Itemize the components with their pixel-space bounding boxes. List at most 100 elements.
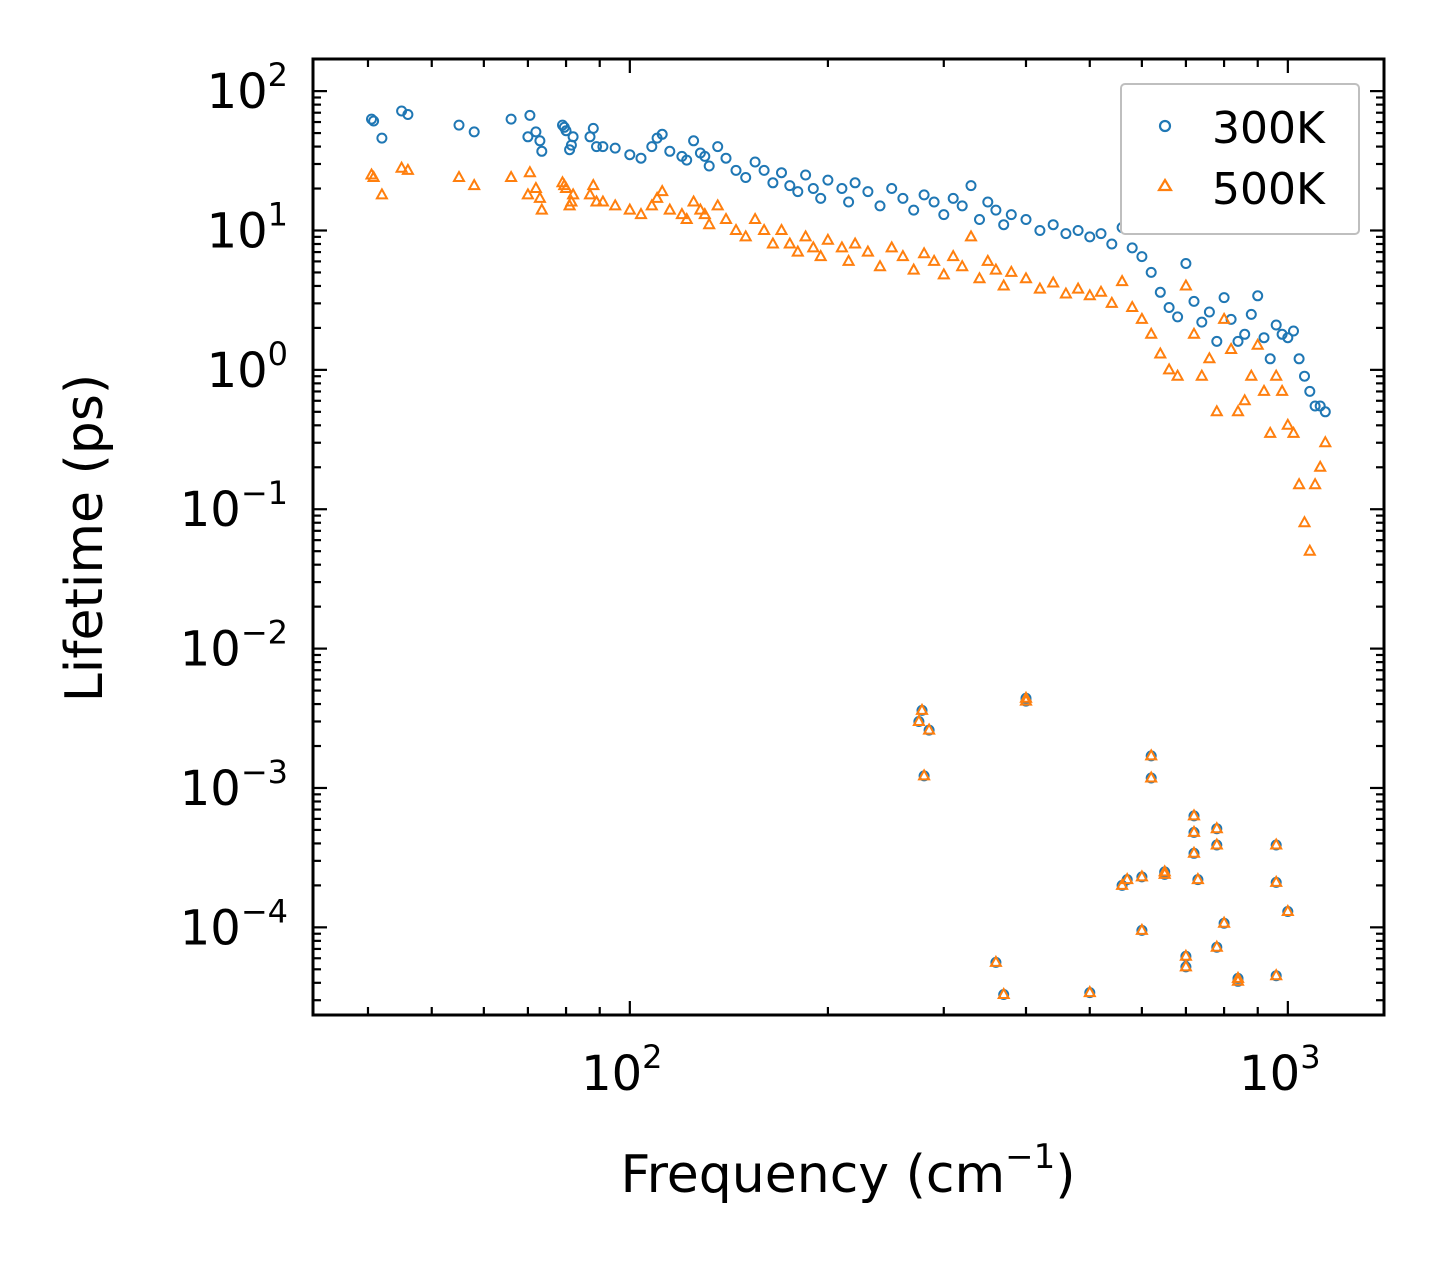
point-300k bbox=[1005, 209, 1017, 221]
legend-marker-300k bbox=[1158, 119, 1172, 133]
point-500k bbox=[394, 160, 409, 173]
point-500k bbox=[739, 229, 753, 242]
point-500k bbox=[1318, 435, 1332, 448]
point-500k bbox=[1297, 515, 1312, 528]
point-300k bbox=[807, 183, 819, 194]
point-500k bbox=[1094, 284, 1108, 297]
point-500k bbox=[1004, 264, 1018, 277]
point-500k bbox=[1286, 425, 1301, 438]
point-500k bbox=[798, 229, 813, 242]
legend-label-500k: 500K bbox=[1212, 164, 1326, 215]
point-300k bbox=[1282, 332, 1294, 344]
point-500k bbox=[1281, 417, 1295, 430]
point-500k bbox=[1224, 341, 1238, 354]
point-500k bbox=[467, 178, 481, 191]
point-300k bbox=[1203, 306, 1215, 318]
point-500k bbox=[1195, 368, 1209, 381]
point-500k bbox=[583, 187, 597, 200]
point-500k bbox=[1308, 477, 1322, 490]
point-300k bbox=[1154, 286, 1166, 298]
point-500k bbox=[521, 187, 535, 200]
point-300k bbox=[886, 183, 898, 194]
legend: 300K 500K bbox=[1120, 83, 1360, 235]
point-300k bbox=[1258, 332, 1270, 344]
point-500k bbox=[702, 217, 716, 230]
y-tick-label: 10−2 bbox=[180, 614, 288, 678]
plot-frame bbox=[311, 57, 1386, 1017]
point-500k bbox=[1187, 824, 1201, 837]
point-300k bbox=[1020, 214, 1032, 225]
point-300k bbox=[740, 172, 752, 183]
y-tick-label: 101 bbox=[207, 195, 288, 259]
point-300k bbox=[938, 209, 950, 221]
point-500k bbox=[634, 207, 648, 220]
legend-marker-500k bbox=[1157, 177, 1173, 192]
point-300k bbox=[656, 128, 668, 140]
point-300k bbox=[776, 167, 787, 179]
legend-label-300k: 300K bbox=[1212, 103, 1326, 154]
point-500k bbox=[729, 222, 743, 235]
point-300k bbox=[635, 152, 647, 164]
point-300k bbox=[567, 131, 579, 143]
point-300k bbox=[862, 186, 874, 198]
point-500k bbox=[675, 207, 689, 220]
point-500k bbox=[586, 178, 600, 191]
point-300k bbox=[990, 204, 1002, 216]
point-500k bbox=[401, 162, 415, 175]
point-500k bbox=[912, 713, 926, 726]
point-300k bbox=[1034, 225, 1046, 236]
point-300k bbox=[453, 119, 465, 131]
series-300k bbox=[366, 105, 1331, 1000]
point-500k bbox=[663, 202, 677, 215]
point-500k bbox=[1313, 459, 1327, 472]
point-300k bbox=[703, 160, 715, 172]
point-500k bbox=[748, 211, 762, 224]
point-300k bbox=[366, 113, 377, 125]
point-500k bbox=[1019, 690, 1033, 703]
point-300k bbox=[998, 219, 1010, 231]
point-500k bbox=[1083, 288, 1097, 301]
point-500k bbox=[981, 253, 995, 266]
point-500k bbox=[645, 198, 659, 211]
point-300k bbox=[1145, 266, 1157, 278]
point-500k bbox=[1217, 311, 1231, 324]
point-300k bbox=[609, 142, 621, 154]
point-500k bbox=[1144, 326, 1158, 339]
point-500k bbox=[1083, 985, 1097, 998]
point-500k bbox=[1257, 383, 1271, 396]
point-500k bbox=[972, 271, 987, 284]
point-500k bbox=[375, 187, 389, 200]
point-500k bbox=[1210, 837, 1224, 850]
point-500k bbox=[915, 702, 929, 715]
point-500k bbox=[1125, 299, 1139, 312]
point-500k bbox=[1269, 368, 1283, 381]
point-300k bbox=[560, 125, 572, 137]
point-300k bbox=[815, 192, 827, 204]
point-500k bbox=[806, 240, 820, 253]
point-500k bbox=[1135, 311, 1149, 324]
point-500k bbox=[989, 262, 1003, 275]
legend-box bbox=[1120, 83, 1360, 235]
x-tick-label: 102 bbox=[581, 1038, 662, 1102]
point-300k bbox=[534, 135, 546, 147]
point-500k bbox=[989, 954, 1003, 967]
point-500k bbox=[1269, 837, 1283, 850]
point-500k bbox=[1033, 281, 1047, 294]
point-300k bbox=[468, 126, 480, 138]
point-300k bbox=[758, 164, 770, 176]
point-500k bbox=[1187, 326, 1201, 339]
point-300k bbox=[1218, 292, 1230, 304]
point-300k bbox=[1188, 295, 1200, 307]
tick-layer bbox=[313, 59, 1384, 1015]
point-500k bbox=[1303, 543, 1317, 556]
point-300k bbox=[800, 169, 812, 181]
point-300k bbox=[822, 174, 834, 186]
point-500k bbox=[1217, 915, 1231, 928]
point-500k bbox=[1115, 274, 1129, 287]
x-axis-label: Frequency (cm−1) bbox=[620, 1137, 1075, 1205]
point-500k bbox=[523, 165, 537, 178]
point-500k bbox=[861, 244, 875, 257]
point-500k bbox=[757, 222, 771, 235]
point-500k bbox=[1292, 477, 1306, 490]
